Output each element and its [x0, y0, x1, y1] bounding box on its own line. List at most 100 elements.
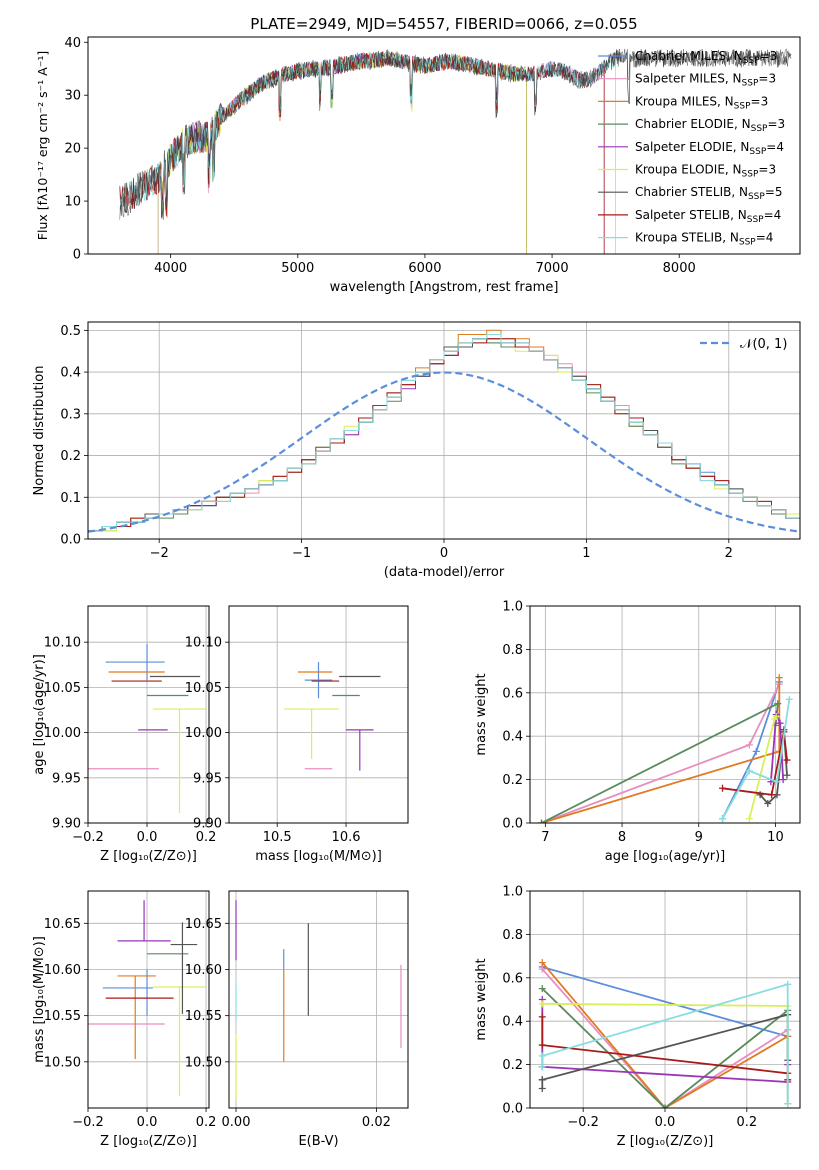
legend-entry: Chabrier STELIB, NSSP=5 — [635, 185, 783, 202]
histogram-7 — [88, 338, 800, 532]
point-4 — [346, 729, 374, 771]
weight-marker — [538, 1084, 546, 1092]
point-2 — [117, 975, 156, 1060]
point-4 — [117, 900, 171, 942]
plot-area — [538, 959, 792, 1108]
weight-marker — [538, 959, 546, 967]
weight-line-2 — [541, 962, 789, 1108]
y-tick-label: 10.10 — [44, 636, 81, 651]
x-tick-label: −0.2 — [72, 830, 104, 845]
y-tick-label: 0.8 — [502, 928, 523, 943]
weight-marker — [774, 700, 782, 708]
y-tick-label: 0.4 — [60, 366, 81, 381]
point-6 — [170, 922, 198, 1014]
weight-marker — [538, 1052, 546, 1060]
x-tick-label: 10 — [767, 830, 784, 845]
axes-frame — [87, 321, 801, 540]
weight-marker — [783, 756, 791, 764]
x-tick-label: 7000 — [536, 261, 569, 276]
y-axis-label: Normed distribution — [32, 366, 47, 496]
weight-marker — [538, 819, 546, 823]
legend-entry: Kroupa STELIB, NSSP=4 — [635, 231, 773, 248]
axes-frame — [87, 36, 801, 255]
x-tick-label: 0.02 — [362, 1115, 391, 1130]
y-tick-label: 0.0 — [502, 1102, 523, 1117]
weight-marker — [784, 1100, 792, 1108]
x-tick-label: 2 — [725, 546, 733, 561]
legend-entry: Kroupa ELODIE, NSSP=3 — [635, 163, 776, 180]
weight-marker — [538, 985, 546, 993]
spectrum-line-8 — [119, 51, 616, 254]
weight-marker — [776, 719, 784, 727]
x-axis-label: Z [log₁₀(Z/Z⊙)] — [100, 849, 197, 864]
y-tick-label: 10.00 — [44, 726, 81, 741]
y-tick-label: 10.50 — [185, 1055, 222, 1070]
y-tick-label: 10.55 — [185, 1009, 222, 1024]
x-tick-label: 1 — [582, 546, 590, 561]
point-5 — [152, 986, 207, 1096]
figure-title: PLATE=2949, MJD=54557, FIBERID=0066, z=0… — [250, 15, 637, 33]
spectrum-line-1 — [157, 50, 605, 254]
y-axis-label: mass [log₁₀(M/M⊙)] — [32, 936, 47, 1063]
plot-area — [538, 674, 793, 823]
axes-frame — [529, 605, 801, 824]
y-tick-label: 10.60 — [185, 963, 222, 978]
weight-marker — [538, 1041, 546, 1049]
y-tick-label: 20 — [64, 142, 81, 157]
residuals-legend: 𝒩(0, 1) — [700, 337, 787, 352]
x-tick-label: 10.6 — [332, 830, 361, 845]
y-tick-label: 0 — [73, 248, 81, 263]
spectrum-line-0 — [157, 51, 605, 254]
weight-marker — [745, 767, 753, 775]
x-tick-label: 0.0 — [655, 1115, 676, 1130]
point-0 — [304, 662, 333, 699]
legend-entry: Kroupa MILES, NSSP=3 — [635, 94, 768, 111]
weight-marker — [719, 784, 727, 792]
axes-frame — [228, 890, 409, 1109]
y-tick-label: 10.50 — [44, 1055, 81, 1070]
x-tick-label: 7 — [541, 830, 549, 845]
spectrum-panel: 4000 5000 6000 7000 8000 0 10 20 30 40 wavelength … — [35, 36, 801, 295]
y-tick-label: 0.5 — [60, 324, 81, 339]
y-axis-label: Flux [fλ10⁻¹⁷ erg cm⁻² s⁻¹ A⁻¹] — [35, 51, 50, 240]
y-tick-label: 9.95 — [52, 771, 81, 786]
point-5 — [152, 708, 207, 814]
age-vs-mass-panel: 10.5 10.6 9.90 9.95 10.00 10.05 10.10 mass [log… — [185, 605, 409, 864]
y-tick-label: 0.2 — [502, 1058, 523, 1073]
mass-vs-reddening-panel: 0.00 0.02 10.50 10.55 10.60 10.65 E(B-V) — [185, 890, 409, 1149]
legend-entry: Salpeter MILES, NSSP=3 — [635, 72, 776, 89]
weight-line-2 — [541, 677, 781, 823]
x-tick-label: −0.2 — [567, 1115, 599, 1130]
x-tick-label: 8000 — [663, 261, 696, 276]
plot-area — [88, 329, 800, 533]
y-tick-label: 9.95 — [193, 771, 222, 786]
x-axis-label: wavelength [Angstrom, rest frame] — [330, 280, 559, 295]
legend-entry: Salpeter STELIB, NSSP=4 — [635, 208, 781, 225]
x-tick-label: −0.2 — [72, 1115, 104, 1130]
y-tick-label: 1.0 — [502, 600, 523, 615]
x-tick-label: 4000 — [154, 261, 187, 276]
x-tick-label: 0.0 — [137, 1115, 158, 1130]
x-axis-label: age [log₁₀(age/yr)] — [605, 849, 726, 864]
weight-marker — [779, 776, 787, 784]
x-axis-label: Z [log₁₀(Z/Z⊙)] — [100, 1134, 197, 1149]
weight-line-1 — [541, 683, 781, 823]
weight-marker — [745, 741, 753, 749]
weight-vs-metallicity-panel: −0.2 0.0 0.2 0.0 0.2 0.4 0.6 0.8 1.0 Z [log₁₀(Z/Z… — [474, 885, 801, 1149]
y-tick-label: 0.0 — [60, 533, 81, 548]
x-tick-label: 0.2 — [736, 1115, 757, 1130]
y-tick-label: 0.1 — [60, 491, 81, 506]
legend-entry: 𝒩(0, 1) — [740, 337, 787, 352]
x-tick-label: 0 — [440, 546, 448, 561]
y-tick-label: 0.2 — [60, 449, 81, 464]
plot-area — [119, 48, 792, 254]
plot-area — [284, 662, 381, 771]
weight-marker — [775, 674, 783, 682]
weight-line-3 — [541, 987, 789, 1108]
x-axis-label: mass [log₁₀(M/M⊙)] — [255, 849, 382, 864]
plot-area — [88, 900, 207, 1096]
weight-marker — [783, 771, 791, 779]
legend-entry: Chabrier ELODIE, NSSP=3 — [635, 117, 785, 134]
point-0 — [102, 969, 153, 1016]
